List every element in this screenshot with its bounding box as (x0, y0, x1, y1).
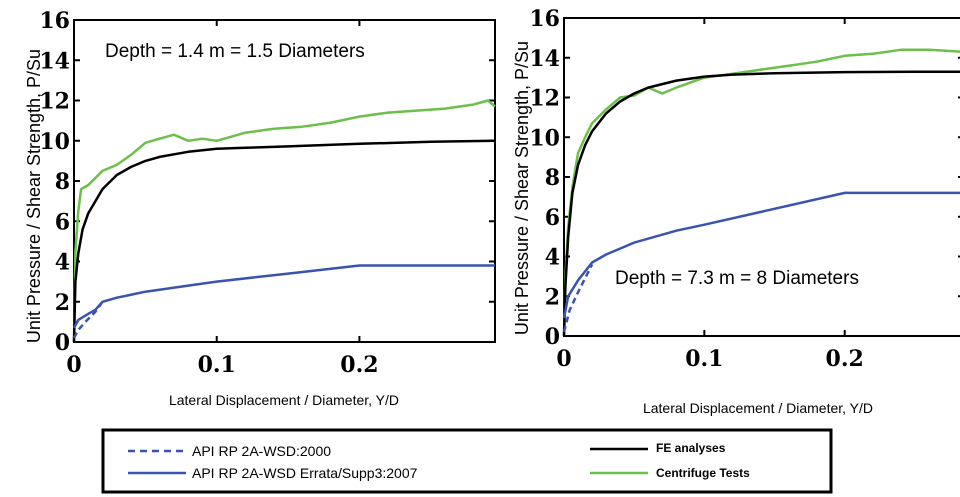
right-ytick-label: 6 (545, 205, 560, 231)
left-ytick-label: 14 (39, 48, 70, 74)
right-ytick-label: 0 (545, 324, 560, 350)
left-ytick-label: 8 (55, 169, 70, 195)
left-ytick-label: 6 (55, 209, 70, 235)
legend-label-api2000: API RP 2A-WSD:2000 (192, 443, 331, 459)
legend-label-fe: FE analyses (656, 441, 726, 455)
right-series (562, 48, 960, 337)
left-x-axis-label: Lateral Displacement / Diameter, Y/D (169, 392, 399, 408)
left-y-axis-label: Unit Pressure / Shear Strength, P/Su (24, 49, 44, 343)
legend: API RP 2A-WSD:2000 API RP 2A-WSD Errata/… (101, 428, 833, 494)
right-x-axis-label: Lateral Displacement / Diameter, Y/D (643, 400, 873, 416)
left-ticks: 0 2 4 6 8 10 12 14 16 0 0.1 0.2 (39, 8, 495, 378)
right-ytick-label: 2 (545, 284, 560, 310)
legend-label-centrifuge: Centrifuge Tests (656, 466, 750, 480)
right-ticks: 0 2 4 6 8 10 12 14 16 0 0.1 0.2 (529, 6, 960, 372)
right-ytick-label: 4 (545, 245, 560, 271)
right-series-centrifuge (562, 48, 960, 337)
right-ytick-label: 14 (529, 46, 560, 72)
legend-box (101, 428, 833, 494)
right-y-axis-label: Unit Pressure / Shear Strength, P/Su (512, 41, 532, 335)
legend-label-api2007: API RP 2A-WSD Errata/Supp3:2007 (192, 465, 418, 481)
right-series-api2000 (562, 263, 594, 333)
left-ytick-label: 4 (55, 250, 70, 276)
right-depth-annotation: Depth = 7.3 m = 8 Diameters (615, 268, 859, 289)
right-xtick-label: 0.1 (685, 346, 723, 372)
left-xtick-label: 0.1 (198, 352, 236, 378)
left-chart: 0 2 4 6 8 10 12 14 16 0 0.1 0.2 Depth = 1.4 m = 1.5… (24, 8, 496, 408)
right-xtick-label: 0 (556, 346, 571, 372)
right-chart: 0 2 4 6 8 10 12 14 16 0 0.1 0.2 Depth = 7.3 m = 8 D… (512, 6, 960, 416)
left-xtick-label: 0 (66, 352, 81, 378)
left-ytick-label: 12 (39, 89, 70, 115)
left-series (72, 99, 496, 343)
left-series-centrifuge (72, 99, 496, 343)
left-xtick-label: 0.2 (340, 352, 378, 378)
left-series-api2007 (72, 264, 495, 329)
left-series-fe (72, 139, 496, 343)
right-xtick-label: 0.2 (826, 346, 864, 372)
left-depth-annotation: Depth = 1.4 m = 1.5 Diameters (105, 41, 365, 62)
left-ytick-label: 16 (39, 8, 70, 34)
right-ytick-label: 12 (529, 86, 560, 112)
right-series-fe (562, 70, 960, 337)
left-ytick-label: 0 (55, 330, 70, 356)
left-ytick-label: 2 (55, 290, 70, 316)
left-ytick-label: 10 (39, 129, 70, 155)
right-ytick-label: 16 (529, 6, 560, 32)
right-ytick-label: 10 (529, 125, 560, 151)
right-ytick-label: 8 (545, 165, 560, 191)
right-series-api2007 (562, 191, 960, 319)
